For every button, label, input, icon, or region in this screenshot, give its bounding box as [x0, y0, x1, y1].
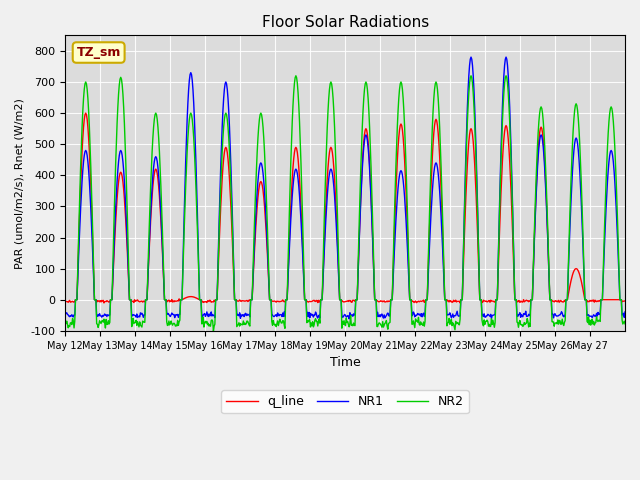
- NR1: [61, 312, 69, 317]
- NR2: [209, 328, 217, 334]
- NR1: [279, 310, 287, 316]
- NR1: [404, 248, 412, 253]
- NR2: [259, 117, 266, 122]
- q_line: [128, 299, 136, 304]
- NR1: [435, 178, 443, 184]
- Line: NR1: NR1: [65, 57, 625, 319]
- NR1: [346, 316, 353, 322]
- q_line: [61, 298, 69, 304]
- NR2: [292, 73, 300, 79]
- NR2: [61, 321, 69, 326]
- NR2: [127, 297, 135, 302]
- Y-axis label: PAR (umol/m2/s), Rnet (W/m2): PAR (umol/m2/s), Rnet (W/m2): [15, 97, 25, 268]
- NR1: [230, 268, 237, 274]
- q_line: [435, 141, 443, 146]
- Legend: q_line, NR1, NR2: q_line, NR1, NR2: [221, 390, 469, 413]
- Text: TZ_sm: TZ_sm: [76, 46, 121, 59]
- NR2: [231, 297, 239, 302]
- q_line: [621, 298, 629, 304]
- q_line: [82, 110, 90, 116]
- NR2: [436, 124, 444, 130]
- NR2: [404, 240, 412, 246]
- NR2: [280, 318, 287, 324]
- q_line: [231, 297, 239, 302]
- NR1: [127, 297, 135, 302]
- Line: q_line: q_line: [65, 113, 625, 303]
- q_line: [259, 183, 266, 189]
- Title: Floor Solar Radiations: Floor Solar Radiations: [262, 15, 429, 30]
- NR1: [258, 161, 266, 167]
- NR1: [467, 54, 475, 60]
- NR2: [621, 321, 629, 327]
- q_line: [404, 229, 412, 235]
- q_line: [456, 300, 464, 306]
- q_line: [280, 298, 287, 304]
- Line: NR2: NR2: [65, 76, 625, 331]
- NR1: [621, 309, 629, 315]
- X-axis label: Time: Time: [330, 356, 360, 369]
